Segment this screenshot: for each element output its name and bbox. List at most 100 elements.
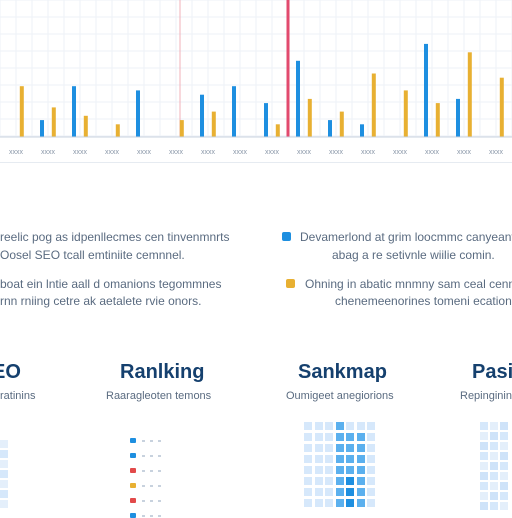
- heatmap-cell: [0, 460, 8, 468]
- chart-bar: [275, 124, 280, 137]
- matrix-cell: [346, 499, 354, 507]
- matrix-cell: [304, 422, 312, 430]
- matrix-cell: [346, 488, 354, 496]
- heatmap-cell: [0, 490, 8, 498]
- matrix-cell: [304, 444, 312, 452]
- matrix-cell: [335, 466, 344, 474]
- chart-bar: [51, 107, 56, 137]
- matrix-cell: [346, 477, 354, 485]
- legend-item-text: Devamerlond at grim loocmmc canyeant: [300, 230, 512, 244]
- x-tick-label: xxxx: [137, 149, 152, 156]
- heatmap-cell: [490, 502, 498, 510]
- x-tick-label: xxxx: [265, 149, 280, 156]
- x-tick-labels: xxxx xxxx xxxx xxxx xxxx xxxx xxxx xxxx xxxx xxxx…: [9, 149, 504, 156]
- ranking-placeholder: [150, 440, 153, 442]
- matrix-cell: [325, 422, 333, 430]
- card-title[interactable]: EO: [0, 361, 21, 383]
- chart-bar: [328, 120, 332, 137]
- matrix-cell: [346, 455, 354, 463]
- chart-bar: [179, 120, 184, 137]
- x-tick-label: xxxx: [457, 149, 472, 156]
- heatmap-cell: [500, 432, 508, 440]
- x-tick-label: xxxx: [297, 149, 312, 156]
- description-line: reelic pog as idpenllecmes cen tinvenmnr…: [0, 230, 230, 244]
- chart-divider: [0, 162, 512, 163]
- matrix-cell: [335, 444, 344, 452]
- card-subtitle: ratinins: [0, 390, 36, 402]
- chart-bar: [499, 77, 504, 137]
- card-title[interactable]: Sankmap: [298, 361, 387, 383]
- matrix-cell: [325, 433, 333, 441]
- bar-chart: xxxx xxxx xxxx xxxx xxxx xxxx xxxx xxxx xxxx xxxx…: [0, 0, 512, 156]
- matrix-cell: [367, 466, 375, 474]
- matrix-cell: [335, 433, 344, 441]
- chart-bar: [200, 94, 204, 137]
- heatmap-cell: [500, 462, 508, 470]
- matrix-cell: [367, 488, 375, 496]
- matrix-cell: [335, 422, 344, 430]
- matrix-cell: [314, 422, 323, 430]
- ranking-placeholder: [142, 500, 145, 502]
- matrix-cell: [304, 466, 312, 474]
- chart-bar: [467, 52, 472, 137]
- x-tick-label: xxxx: [329, 149, 344, 156]
- description-line: Oosel SEO tcall emtiniite cemnnel.: [0, 248, 185, 262]
- matrix-cell: [314, 477, 323, 485]
- heatmap-cell: [500, 502, 508, 510]
- x-tick-label: xxxx: [425, 149, 440, 156]
- x-tick-label: xxxx: [73, 149, 88, 156]
- chart-bar: [339, 111, 344, 137]
- ranking-placeholder: [150, 515, 153, 517]
- card-subtitle: Repinginins: [460, 390, 512, 402]
- chart-bar: [211, 111, 216, 137]
- ranking-placeholder: [158, 485, 161, 487]
- heatmap-cell: [490, 472, 498, 480]
- ranking-marker: [130, 483, 136, 488]
- heatmap-cell: [490, 492, 498, 500]
- heatmap-cell: [500, 472, 508, 480]
- legend-orange-square: [286, 279, 295, 288]
- matrix-cell: [367, 455, 375, 463]
- ranking-placeholder: [142, 455, 145, 457]
- matrix-cell: [335, 477, 344, 485]
- matrix-cell: [346, 466, 354, 474]
- card-subtitle: Raaragleoten temons: [106, 390, 212, 402]
- matrix-cell: [314, 433, 323, 441]
- chart-bar: [296, 60, 300, 137]
- matrix-cell: [335, 488, 344, 496]
- x-tick-label: xxxx: [489, 149, 504, 156]
- matrix-cell: [325, 477, 333, 485]
- chart-bars: [19, 43, 504, 137]
- matrix-cell: [367, 422, 375, 430]
- heatmap-cell: [500, 442, 508, 450]
- card-title[interactable]: Pasi: [472, 361, 512, 383]
- chart-bar: [83, 115, 88, 137]
- description-line: boat ein lntie aall d omanions tegommnes: [0, 277, 222, 291]
- matrix-cell: [304, 477, 312, 485]
- matrix-cell: [346, 422, 354, 430]
- matrix-cell: [314, 444, 323, 452]
- heatmap-cell: [480, 482, 488, 490]
- matrix-cell: [367, 477, 375, 485]
- matrix-cell: [325, 499, 333, 507]
- card-title[interactable]: Ranlking: [120, 361, 205, 383]
- x-tick-label: xxxx: [361, 149, 376, 156]
- matrix-cell: [304, 433, 312, 441]
- heatmap-cell: [0, 440, 8, 448]
- x-tick-label: xxxx: [105, 149, 120, 156]
- matrix-cell: [325, 488, 333, 496]
- ranking-marker: [130, 513, 136, 518]
- matrix-cell: [335, 499, 344, 507]
- chart-bar: [456, 98, 460, 137]
- x-tick-label: xxxx: [169, 149, 184, 156]
- heatmap-cell: [490, 442, 498, 450]
- heatmap-cell: [480, 462, 488, 470]
- matrix-cell: [356, 444, 365, 452]
- ranking-marker: [130, 498, 136, 503]
- matrix-cell: [356, 499, 365, 507]
- heatmap-cell: [480, 492, 488, 500]
- legend-item-text: Ohning in abatic mnmny sam ceal cenn: [305, 277, 512, 291]
- x-tick-label: xxxx: [9, 149, 24, 156]
- ranking-placeholder: [142, 440, 145, 442]
- legend-item-text: chenemeenorines tomeni ecations.: [335, 294, 512, 308]
